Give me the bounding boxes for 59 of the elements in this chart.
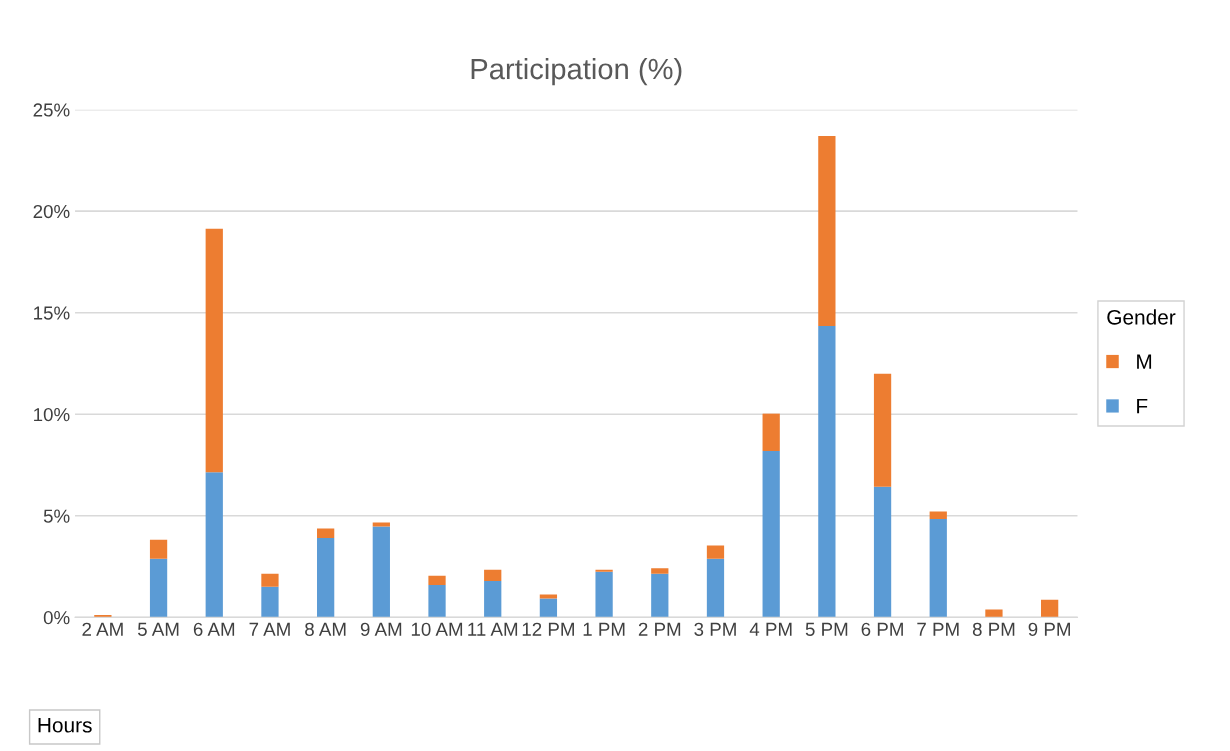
bar [484,580,502,618]
bar [372,522,390,527]
x-axis-title: Hours [38,718,92,733]
bar [261,586,279,618]
x-tick-label: 5 AM [137,622,179,636]
bar [317,528,335,538]
bar [873,486,892,618]
x-tick-label: 9 PM [1028,622,1070,636]
bar [317,537,335,618]
bar [985,609,1003,618]
y-tick-label: 15% [34,306,70,320]
x-tick-label: 8 AM [305,622,346,636]
bar [428,575,446,586]
x-tick-label: 11 AM [468,622,518,636]
bar [261,573,279,587]
bar [873,373,892,487]
chart-title: Participation (%) [471,57,682,86]
bar [595,571,613,618]
bar [428,585,446,618]
x-tick-label: 3 PM [694,622,736,636]
bar [762,413,780,452]
x-tick-label: 5 PM [805,622,848,636]
y-tick-label: 20% [33,204,70,219]
x-tick-label: 1 PM [583,622,625,636]
bar [818,326,836,618]
x-tick-label: 12 PM [522,622,574,636]
legend-title: Gender [1107,309,1176,325]
x-tick-label: 8 PM [972,622,1015,636]
bar [651,573,669,618]
y-tick-label: 25% [33,103,70,117]
bar [706,545,725,559]
bar [706,558,725,618]
x-tick-label: 2 AM [82,622,123,636]
y-tick-label: 0% [43,611,70,625]
bar [539,598,558,618]
x-tick-label: 4 PM [749,622,792,636]
bar [205,472,223,618]
bar [929,511,947,520]
bar [149,539,168,559]
x-tick-label: 7 PM [917,622,959,636]
bar [929,519,947,618]
legend-label: M [1137,354,1152,369]
x-tick-label: 6 AM [193,622,235,636]
bar [762,451,780,618]
y-tick-label: 10% [34,407,70,422]
bar [484,569,502,581]
bar [372,526,390,618]
bar [149,558,168,618]
x-tick-label: 10 AM [411,622,463,636]
legend-label: F [1137,398,1148,414]
x-tick-label: 6 PM [861,622,903,636]
bar [651,568,669,574]
y-tick-label: 5% [43,509,70,523]
bar [1041,599,1059,618]
bar [818,136,836,327]
x-tick-label: 9 AM [360,622,402,636]
bar [205,228,223,473]
x-tick-label: 7 AM [249,622,290,636]
x-tick-label: 2 PM [638,622,681,636]
